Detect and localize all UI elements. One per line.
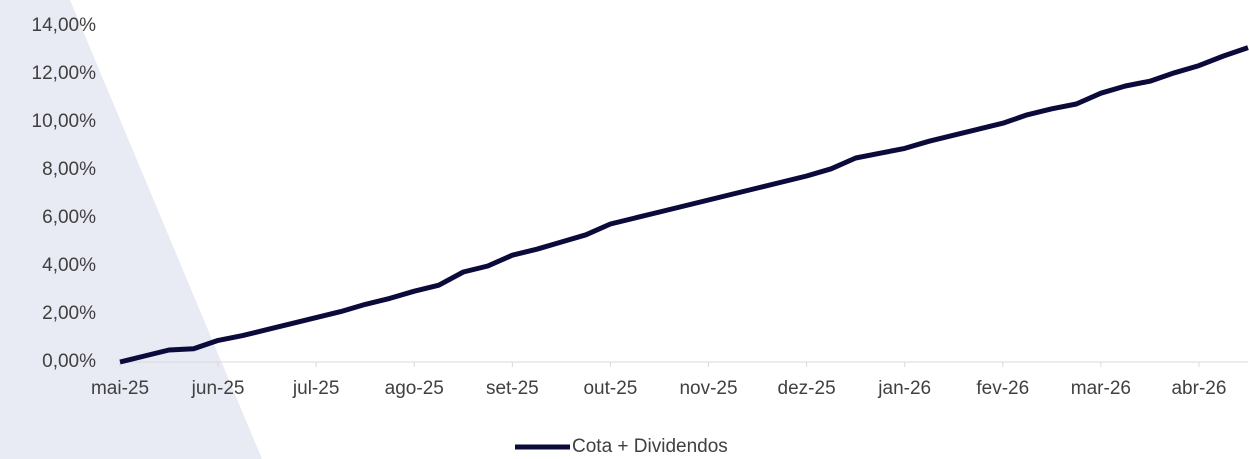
x-tick-label: nov-25 bbox=[679, 378, 737, 399]
y-tick-label: 12,00% bbox=[32, 63, 97, 84]
y-tick-label: 10,00% bbox=[32, 111, 97, 132]
background-shape bbox=[0, 0, 262, 459]
x-tick-label: set-25 bbox=[486, 378, 539, 399]
x-tick-label: dez-25 bbox=[778, 378, 836, 399]
y-tick-label: 4,00% bbox=[42, 255, 96, 276]
y-tick-label: 0,00% bbox=[42, 351, 96, 372]
x-tick-label: mai-25 bbox=[91, 378, 149, 399]
x-tick-label: jun-25 bbox=[191, 378, 245, 399]
x-tick-label: fev-26 bbox=[976, 378, 1029, 399]
x-tick-label: jan-26 bbox=[877, 378, 931, 399]
x-tick-label: jul-25 bbox=[292, 378, 339, 399]
y-tick-label: 6,00% bbox=[42, 207, 96, 228]
x-tick-label: abr-26 bbox=[1171, 378, 1226, 399]
x-tick-label: ago-25 bbox=[385, 378, 444, 399]
x-tick-label: mar-26 bbox=[1071, 378, 1131, 399]
y-tick-label: 2,00% bbox=[42, 303, 96, 324]
line bbox=[119, 45, 1249, 365]
y-tick-label: 14,00% bbox=[32, 15, 97, 36]
y-tick-label: 8,00% bbox=[42, 159, 96, 180]
legend-label: Cota + Dividendos bbox=[572, 436, 728, 457]
x-tick-label: out-25 bbox=[583, 378, 637, 399]
